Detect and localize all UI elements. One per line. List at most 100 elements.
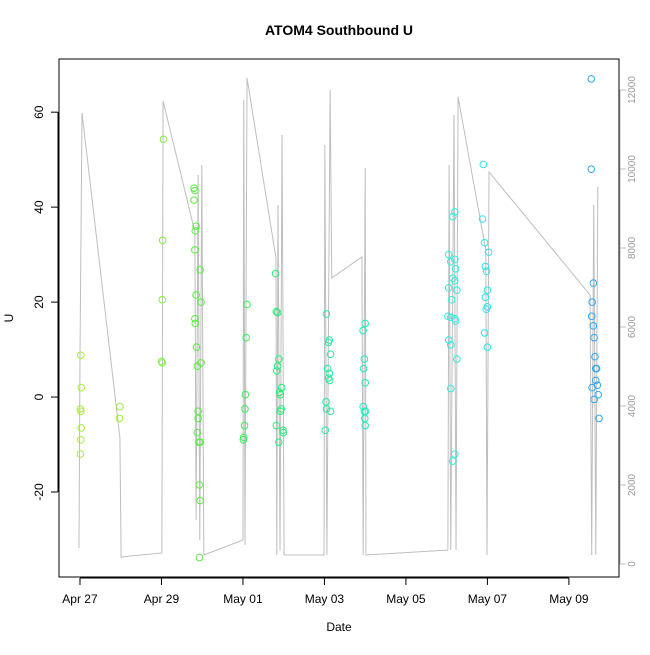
data-point [453,355,461,363]
data-point [157,357,166,366]
data-point [241,405,249,413]
y2-tick-label: 8000 [627,236,638,259]
data-point [483,286,492,295]
data-point [76,450,85,458]
y-tick-label: 60 [32,105,46,119]
data-point [243,300,251,309]
data-point [242,333,251,342]
data-point [76,435,85,444]
data-point [361,407,370,416]
data-point [77,424,86,432]
data-point [587,75,596,83]
data-point [444,250,453,259]
data-point [451,265,460,273]
data-point [325,376,334,385]
data-point [76,351,85,360]
data-point [590,395,598,404]
x-tick-label: May 05 [386,592,426,606]
data-point [451,255,459,264]
data-point [76,407,85,416]
data-point [484,248,493,257]
data-point [195,553,204,562]
data-point [589,322,598,330]
data-point [192,291,200,299]
data-point [240,421,249,430]
data-point [444,336,453,344]
data-point [446,313,455,322]
data-point [239,435,248,444]
data-point [448,457,457,465]
data-point [158,359,167,367]
data-point [324,338,333,347]
data-point [451,317,460,325]
x-tick-label: May 01 [223,592,263,606]
data-point [480,238,489,247]
data-point [275,438,283,446]
data-point [478,215,487,223]
y2-tick-label: 6000 [627,315,638,338]
data-point [273,362,282,370]
data-point [481,293,490,302]
x-tick-label: May 07 [468,592,508,606]
data-point [359,402,367,411]
data-point [158,236,167,245]
y-tick-label: 40 [32,200,46,214]
data-point [483,343,492,351]
data-point [276,407,285,416]
data-point [196,266,204,274]
data-point [447,295,456,304]
data-point [589,279,598,287]
data-point [446,384,455,393]
data-point [325,369,334,378]
data-point [276,390,285,399]
data-point [448,212,457,221]
data-point [323,364,332,373]
data-point [191,186,199,195]
x-tick-label: May 09 [549,592,589,606]
data-point [115,414,124,423]
data-point [272,367,281,375]
plot-frame [58,58,620,578]
data-point [77,383,86,392]
data-point [359,326,367,335]
data-point [587,165,596,173]
data-point [326,407,335,416]
data-point [190,196,198,204]
data-point [277,383,286,392]
x-tick-label: Apr 29 [144,592,180,606]
data-point [444,284,453,292]
data-point [279,428,288,437]
x-axis-label: Date [326,620,352,634]
data-point [359,364,368,373]
data-point [481,262,490,271]
y2-tick-label: 12000 [627,76,638,104]
data-point [448,274,457,283]
data-point [453,286,461,295]
data-point [116,402,124,411]
y-axis-label: U [2,314,16,323]
data-point [591,352,599,361]
data-point [192,222,200,230]
y-tick-label: 20 [32,295,46,309]
data-point [590,333,598,342]
data-point [451,450,459,458]
data-point [275,355,283,363]
data-point [194,414,202,423]
y2-tick-label: 4000 [627,394,638,417]
x-tick-label: May 03 [305,592,345,606]
data-point [360,355,369,363]
data-point [196,496,204,505]
y-tick-label: -20 [32,483,46,501]
y-tick-label: 0 [32,393,46,400]
data-point [595,414,603,423]
data-point [588,383,596,392]
data-point [191,227,200,235]
data-point [194,407,202,416]
data-point [191,314,199,323]
data-point [591,376,600,385]
x-tick-label: Apr 27 [62,592,98,606]
data-point [272,421,281,430]
